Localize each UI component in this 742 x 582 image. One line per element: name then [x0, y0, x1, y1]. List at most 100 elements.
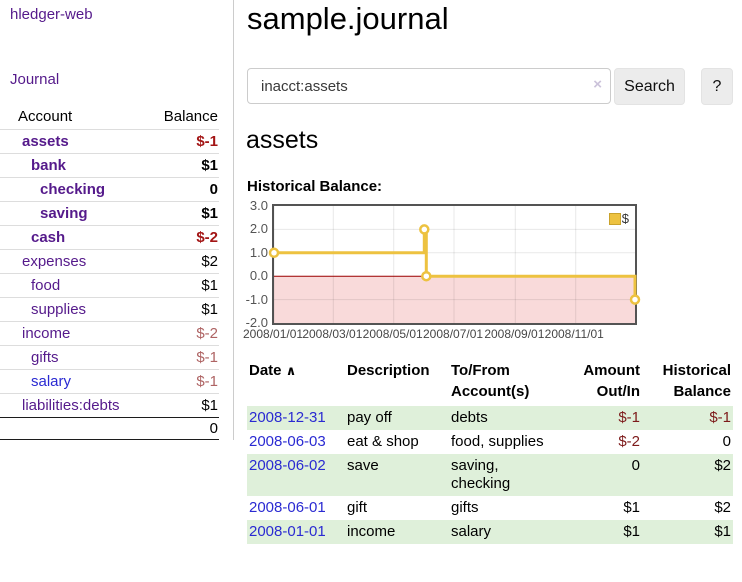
transaction-date-link[interactable]: 2008-06-02 [249, 457, 326, 474]
transaction-accounts: saving, checking [451, 457, 511, 492]
account-link-food[interactable]: food [31, 277, 61, 294]
transaction-description: income [347, 523, 396, 540]
transaction-description: gift [347, 499, 368, 516]
account-link-income[interactable]: income [22, 325, 71, 342]
account-balance: $1 [201, 205, 218, 222]
register-row: 2008-06-02 save saving, checking 0 $2 [247, 454, 733, 496]
search-button[interactable]: Search [614, 68, 685, 105]
y-axis-tick-label: 2.0 [249, 221, 268, 237]
clear-search-icon[interactable]: × [593, 76, 602, 93]
transaction-accounts: gifts [451, 499, 479, 516]
transaction-date-cell: 2008-06-03 [247, 430, 345, 454]
legend-swatch-icon [608, 212, 621, 225]
transaction-date-cell: 2008-12-31 [247, 406, 345, 430]
account-balance: $1 [201, 301, 218, 318]
account-balance: $-2 [196, 229, 218, 246]
register-row: 2008-06-01 gift gifts $1 $2 [247, 496, 733, 520]
transaction-date-cell: 2008-06-01 [247, 496, 345, 520]
account-link-gifts[interactable]: gifts [31, 349, 59, 366]
x-axis-tick-label: 2008/07/01 [423, 327, 483, 341]
account-link-checking[interactable]: checking [40, 181, 106, 198]
transaction-date-link[interactable]: 2008-06-03 [249, 433, 326, 450]
register-table: Date ∧ Description To/From Account(s) Am… [247, 359, 733, 544]
register-header-description: Description [347, 362, 430, 379]
transaction-date-cell: 2008-06-02 [247, 454, 345, 496]
account-row: checking 0 [0, 177, 219, 202]
chart-title: Historical Balance: [247, 178, 383, 195]
transaction-date-link[interactable]: 2008-12-31 [249, 409, 326, 426]
account-heading: assets [246, 126, 319, 154]
x-axis-tick-label: 2008/11/01 [544, 327, 604, 341]
transaction-balance: $1 [714, 523, 731, 540]
app-title-link[interactable]: hledger-web [10, 6, 93, 23]
accounts-header-balance: Balance [163, 108, 218, 125]
account-balance: 0 [209, 181, 218, 198]
account-balance: $-2 [196, 325, 218, 342]
chart-legend: $ [608, 211, 629, 226]
y-axis-tick-label: 3.0 [249, 198, 268, 213]
transaction-accounts: debts [451, 409, 488, 426]
transaction-date-link[interactable]: 2008-06-01 [249, 499, 326, 516]
sidebar-item-journal[interactable]: Journal [10, 71, 60, 88]
accounts-total-row: 0 [0, 417, 219, 440]
account-row: salary $-1 [0, 369, 219, 394]
account-row: cash $-2 [0, 225, 219, 250]
accounts-table: Account Balance assets $-1 bank $1 checking 0… [0, 105, 219, 440]
help-button[interactable]: ? [701, 68, 733, 105]
register-header-amount: Amount Out/In [583, 362, 640, 400]
account-link-liabilities-debts[interactable]: liabilities:debts [22, 397, 120, 414]
account-link-cash[interactable]: cash [31, 229, 66, 246]
account-link-saving[interactable]: saving [40, 205, 88, 222]
search-input[interactable] [247, 68, 611, 104]
accounts-total-balance: 0 [209, 420, 218, 437]
account-balance: $-1 [196, 133, 218, 150]
register-header-accounts: To/From Account(s) [451, 362, 530, 400]
account-row: expenses $2 [0, 249, 219, 274]
account-link-salary[interactable]: salary [31, 373, 72, 390]
x-axis-tick-label: 2008/09/01 [484, 327, 545, 341]
transaction-description: pay off [347, 409, 392, 426]
account-row: assets $-1 [0, 129, 219, 154]
account-balance: $-1 [196, 373, 218, 390]
y-axis-tick-label: 0.0 [249, 268, 268, 284]
x-axis-tick-label: 2008/03/01 [302, 327, 363, 341]
account-balance: $1 [201, 157, 218, 174]
account-link-assets[interactable]: assets [22, 133, 69, 150]
account-link-bank[interactable]: bank [31, 157, 67, 174]
account-balance: $1 [201, 277, 218, 294]
transaction-balance: $-1 [709, 409, 731, 426]
transaction-accounts: food, supplies [451, 433, 544, 450]
transaction-amount: $-2 [618, 433, 640, 450]
transaction-balance: $2 [714, 457, 731, 474]
transaction-date-cell: 2008-01-01 [247, 520, 345, 544]
register-header-date[interactable]: Date ∧ [249, 362, 297, 379]
legend-series-label: $ [621, 211, 629, 226]
account-row: liabilities:debts $1 [0, 393, 219, 418]
account-row: saving $1 [0, 201, 219, 226]
transaction-description: save [347, 457, 379, 474]
account-link-supplies[interactable]: supplies [31, 301, 87, 318]
y-axis-tick-label: -2.0 [245, 315, 268, 330]
transaction-amount: 0 [631, 457, 640, 474]
account-row: supplies $1 [0, 297, 219, 322]
historical-balance-chart[interactable]: $ [268, 204, 641, 325]
transaction-accounts: salary [451, 523, 492, 540]
register-row: 2008-01-01 income salary $1 $1 [247, 520, 733, 544]
sort-asc-icon: ∧ [285, 363, 297, 378]
y-axis-tick-label: -1.0 [245, 291, 268, 307]
transaction-amount: $-1 [618, 409, 640, 426]
transaction-description: eat & shop [347, 433, 419, 450]
register-row: 2008-06-03 eat & shop food, supplies $-2 0 [247, 430, 733, 454]
page-title: sample.journal [247, 1, 449, 36]
account-balance: $2 [201, 253, 218, 270]
account-link-expenses[interactable]: expenses [22, 253, 87, 270]
register-header-balance: Historical Balance [662, 362, 731, 400]
transaction-balance: 0 [722, 433, 731, 450]
account-balance: $1 [201, 397, 218, 414]
search-form: × Search ? [247, 68, 733, 105]
register-row: 2008-12-31 pay off debts $-1 $-1 [247, 406, 733, 430]
account-row: income $-2 [0, 321, 219, 346]
transaction-balance: $2 [714, 499, 731, 516]
transaction-date-link[interactable]: 2008-01-01 [249, 523, 326, 540]
